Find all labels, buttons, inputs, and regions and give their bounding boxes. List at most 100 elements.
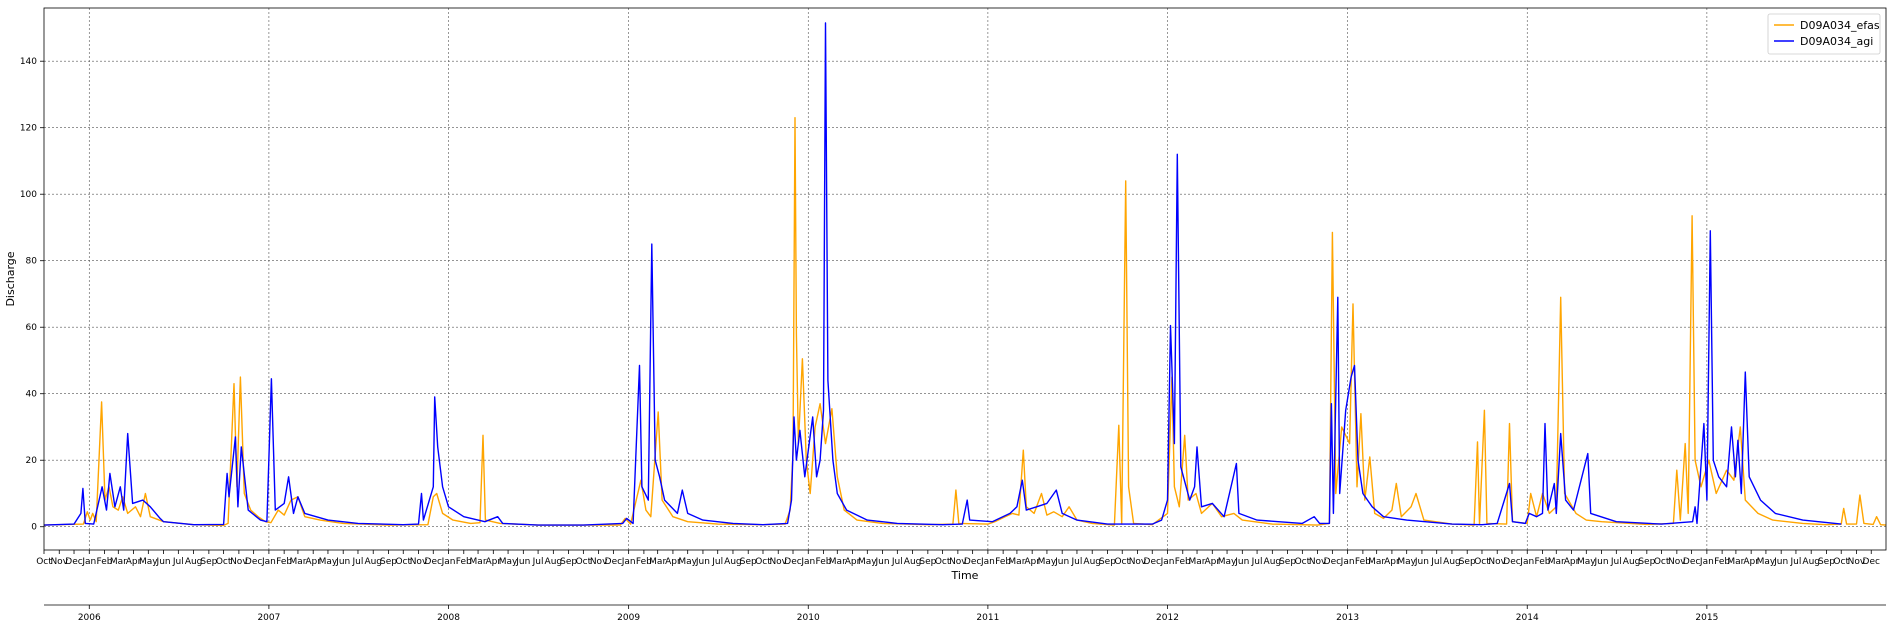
x-month-label: Jan [1340,557,1355,567]
x-month-label: Oct [1114,557,1130,567]
x-month-label: Dec [605,557,622,567]
x-month-label: Oct [576,557,592,567]
x-month-label: Feb [456,557,472,567]
legend-label-efas: D09A034_efas [1800,19,1880,32]
x-month-label: Mar [1008,557,1025,567]
x-month-label: Nov [1848,557,1866,567]
x-month-label: Feb [816,557,832,567]
plot-frame [43,7,1887,551]
x-month-label: Oct [216,557,232,567]
x-year-label: 2011 [976,613,999,623]
x-month-label: Jul [532,557,544,567]
x-month-label: Dec [1324,557,1341,567]
x-month-label: Oct [1295,557,1311,567]
x-year-label: 2014 [1516,613,1539,623]
x-month-label: Jan [621,557,636,567]
y-tick-label: 140 [20,57,37,67]
x-month-label: Oct [1833,557,1849,567]
x-month-label: Oct [1654,557,1670,567]
y-tick-label: 20 [26,456,38,466]
x-month-label: May [139,557,158,567]
x-month-label: Sep [1818,557,1835,567]
x-month-label: Aug [185,557,203,567]
x-month-label: Feb [1175,557,1191,567]
x-month-label: May [678,557,697,567]
x-month-label: Jun [875,557,890,567]
x-month-label: Jun [156,557,171,567]
x-month-label: Sep [1638,557,1655,567]
x-month-label: Jun [1054,557,1069,567]
x-month-label: Dec [784,557,801,567]
x-month-label: Oct [755,557,771,567]
y-tick-label: 80 [26,257,38,267]
y-axis-title: Discharge [4,251,17,306]
x-month-label: Apr [1384,557,1400,567]
series-layer [43,22,1887,527]
x-month-label: May [319,557,338,567]
x-month-label: Feb [97,557,113,567]
x-axis-years: 2006 2007 2008 2009 2010 2011 2012 2013 2014 2015 [44,604,1886,623]
x-month-label: Jul [1610,557,1622,567]
x-month-label: Dec [425,557,442,567]
y-tick-label: 40 [26,390,38,400]
x-month-label: Sep [1099,557,1116,567]
x-month-label: Aug [545,557,563,567]
x-month-label: Dec [65,557,82,567]
x-month-label: Sep [919,557,936,567]
x-year-label: 2010 [797,613,820,623]
x-month-label: Nov [949,557,967,567]
x-month-label: Apr [1564,557,1580,567]
x-month-label: Dec [964,557,981,567]
x-month-label: Jul [1251,557,1263,567]
x-month-label: Jun [695,557,710,567]
x-month-label: Oct [395,557,411,567]
x-month-label: Jul [172,557,184,567]
x-month-label: Aug [1083,557,1101,567]
x-month-label: Nov [230,557,248,567]
x-month-label: Apr [665,557,681,567]
x-month-label: Feb [1714,557,1730,567]
x-month-label: Mar [649,557,666,567]
x-month-label: Dec [1144,557,1161,567]
x-month-label: Sep [1279,557,1296,567]
x-month-label: May [1577,557,1596,567]
x-month-label: Aug [364,557,382,567]
x-month-label: Jul [1430,557,1442,567]
x-month-label: Jan [1160,557,1175,567]
x-month-label: May [858,557,877,567]
x-month-label: Aug [1802,557,1820,567]
x-month-label: May [1038,557,1057,567]
x-month-label: Feb [276,557,292,567]
x-month-label: Aug [1443,557,1461,567]
x-month-label: Nov [1309,557,1327,567]
x-month-label: Dec [1503,557,1520,567]
x-month-label: Mar [829,557,846,567]
x-month-label: Oct [1474,557,1490,567]
x-month-label: Jan [1699,557,1714,567]
x-month-label: Mar [289,557,306,567]
x-year-label: 2006 [78,613,101,623]
x-month-label: Apr [486,557,502,567]
x-month-label: Jan [980,557,995,567]
x-month-label: Feb [995,557,1011,567]
x-month-label: Jan [441,557,456,567]
x-month-label: Jun [1594,557,1609,567]
x-month-label: Jul [1071,557,1083,567]
y-tick-label: 60 [26,323,38,333]
x-month-label: Mar [1189,557,1206,567]
x-month-label: Sep [380,557,397,567]
x-month-label: May [1218,557,1237,567]
x-month-label: Feb [636,557,652,567]
x-month-label: Feb [1355,557,1371,567]
x-month-label: Sep [560,557,577,567]
x-month-label: Mar [470,557,487,567]
x-month-label: Sep [740,557,757,567]
x-month-label: Nov [590,557,608,567]
x-month-label: Dec [1863,557,1880,567]
x-month-label: Jul [891,557,903,567]
x-axis-title: Time [951,569,979,582]
x-month-label: Jan [81,557,96,567]
